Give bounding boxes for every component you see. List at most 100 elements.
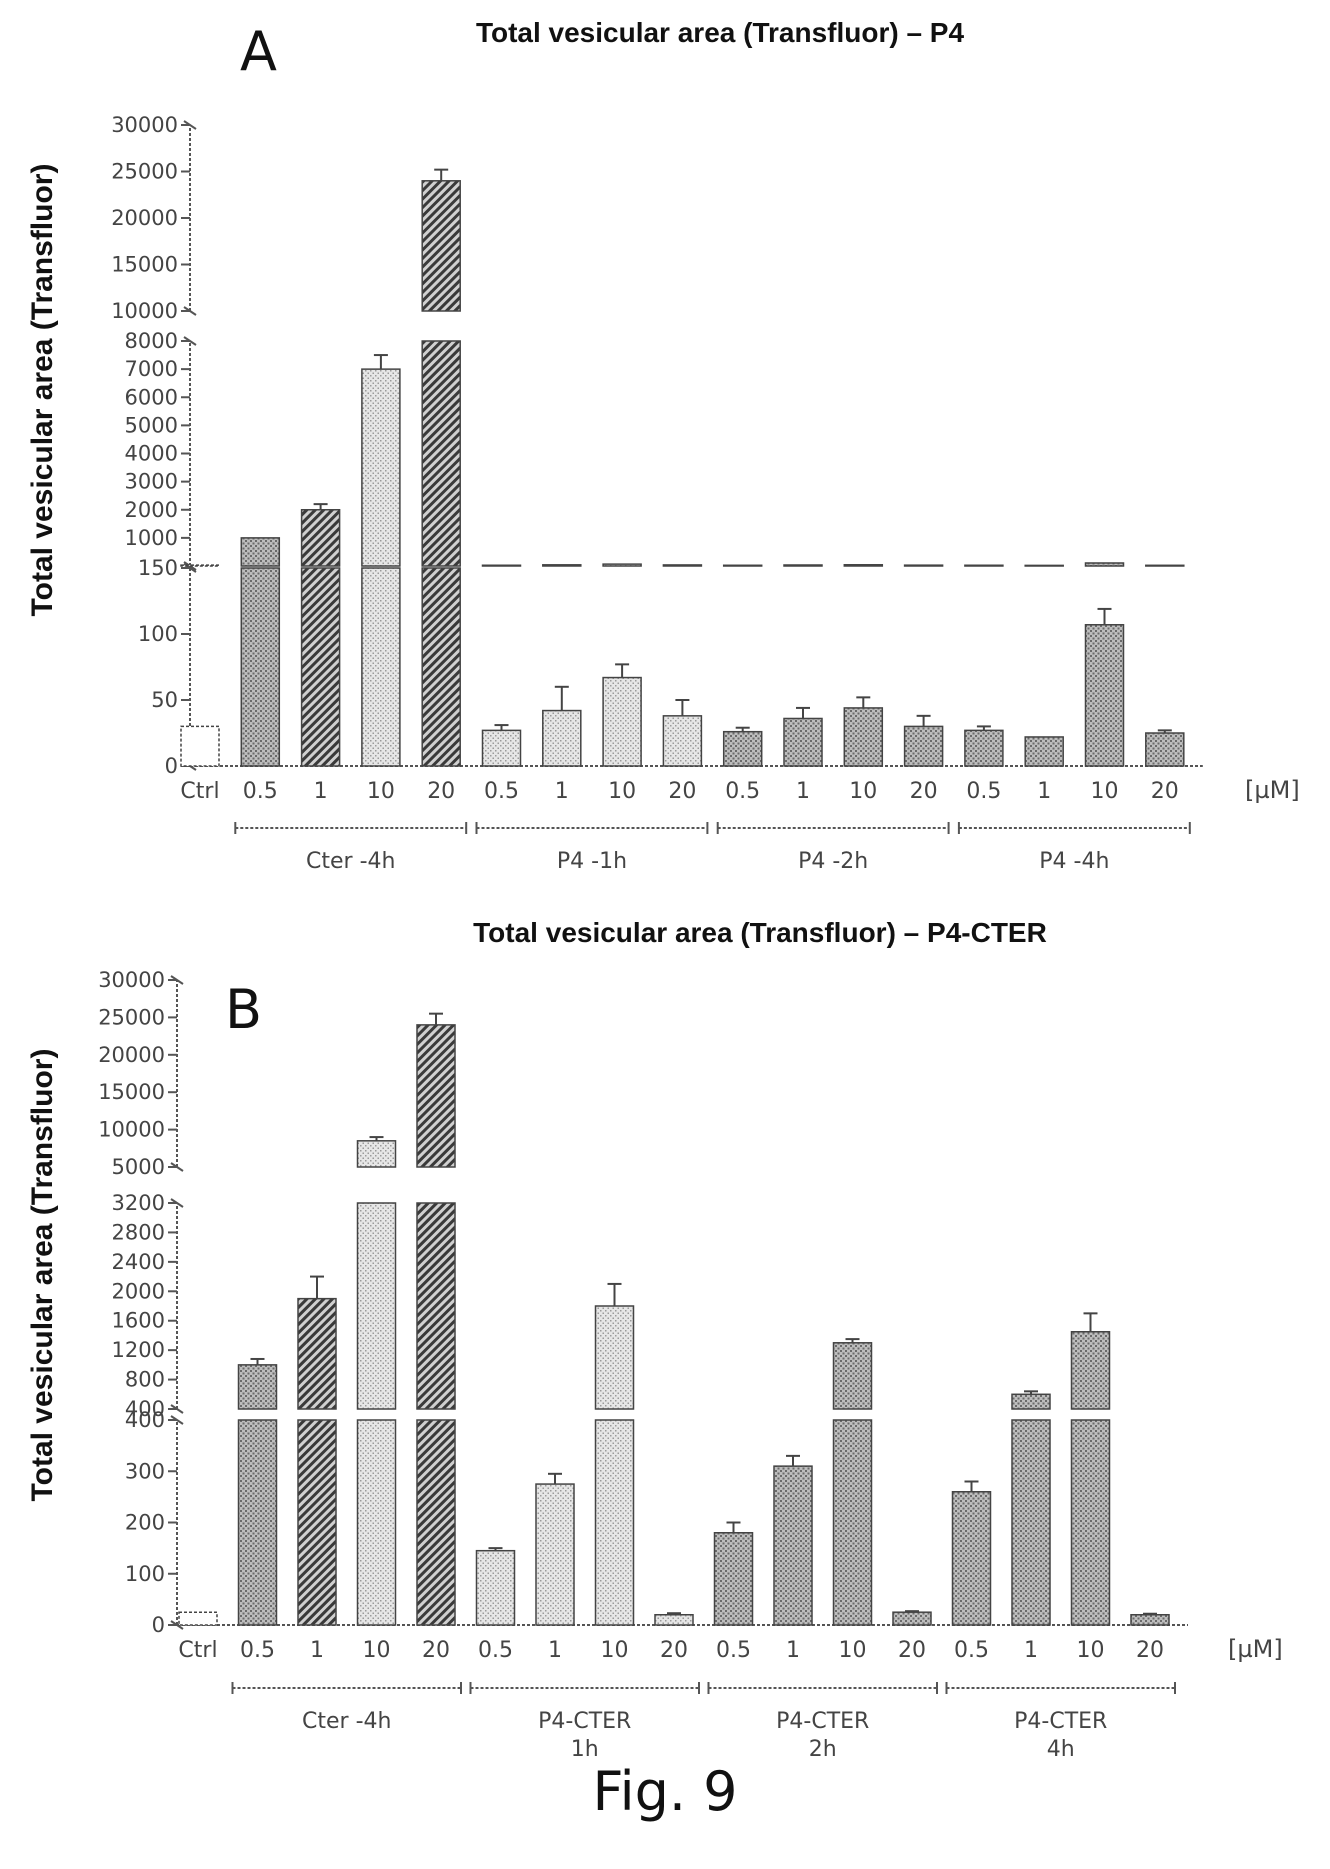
chart-b-group-label: 2h (809, 1737, 837, 1762)
chart-b-x-tick-label: 0.5 (240, 1638, 275, 1663)
chart-a-bar (240, 567, 281, 767)
chart-a-y-axis-label: Total vesicular area (Transfluor) (26, 164, 59, 617)
chart-a-y-tick-label: 15000 (111, 253, 178, 277)
chart-b-y-tick-label: 800 (125, 1368, 165, 1392)
chart-a-bar (1084, 624, 1125, 767)
chart-b-title: Total vesicular area (Transfluor) – P4-C… (473, 917, 1047, 948)
chart-b-y-tick-label: 100 (125, 1562, 165, 1586)
chart-b-group-label: 4h (1047, 1737, 1075, 1762)
chart-a-bar (783, 717, 823, 767)
chart-b-x-tick-label: 0.5 (716, 1638, 751, 1663)
chart-b-bar (416, 1024, 456, 1168)
chart-a-y-tick-label: 50 (151, 688, 178, 712)
chart-a-bar (843, 707, 884, 767)
chart-b-y-tick-label: 300 (125, 1459, 165, 1483)
chart-b-group-label: Cter -4h (302, 1709, 391, 1734)
chart-b-y-tick-label: 5000 (112, 1155, 165, 1179)
chart-b-bar (1070, 1331, 1111, 1410)
chart-b-group-label: P4-CTER (538, 1709, 631, 1734)
chart-a-bar (481, 564, 522, 567)
chart-b-bar (832, 1342, 873, 1410)
chart-a-x-tick-label: 10 (1091, 779, 1119, 804)
chart-a-x-tick-label: 20 (1151, 779, 1179, 804)
chart-b-bar (416, 1419, 456, 1626)
chart-a-x-tick-label: 0.5 (966, 779, 1001, 804)
chart-b-x-tick-label: 20 (660, 1638, 688, 1663)
chart-b-bar (1011, 1419, 1051, 1626)
chart-a-group-label: P4 -2h (798, 849, 868, 874)
chart-b-bar (356, 1419, 397, 1626)
chart-b-y-tick-label: 400 (125, 1397, 165, 1421)
chart-b-x-tick-label: 10 (839, 1638, 867, 1663)
chart-a-bar (722, 730, 763, 767)
chart-b-bar (713, 1532, 754, 1626)
chart-a-group-label: Cter -4h (306, 849, 395, 874)
chart-a-bar (240, 537, 281, 567)
chart-b-y-tick-label: 200 (125, 1511, 165, 1535)
chart-a-y-tick-label: 4000 (125, 442, 178, 466)
chart-b-bar (832, 1419, 873, 1626)
chart-a-bar (602, 676, 642, 767)
chart-b-x-tick-label: 10 (363, 1638, 391, 1663)
chart-b-x-tick-label: 10 (1077, 1638, 1105, 1663)
chart-b-y-tick-label: 1600 (112, 1309, 165, 1333)
chart-a-bar (843, 564, 884, 567)
chart-a-y-tick-label: 6000 (125, 385, 178, 409)
chart-a-y-tick-label: 1000 (125, 526, 178, 550)
chart-a-bar (180, 725, 220, 767)
chart-b-bar (475, 1549, 516, 1626)
chart-a-bar (300, 567, 341, 767)
chart-a-bar (783, 564, 823, 567)
chart-b-unit-label: [µM] (1228, 1635, 1283, 1663)
chart-b-bar (1070, 1419, 1111, 1626)
chart-a-unit-label: [µM] (1245, 776, 1300, 804)
chart-a-y-tick-label: 20000 (111, 206, 178, 230)
chart-b-y-tick-label: 400 (125, 1408, 165, 1432)
chart-a-x-tick-label: 1 (1037, 779, 1051, 804)
chart-a-x-tick-label: 1 (314, 779, 328, 804)
chart-a-bar (602, 563, 642, 567)
chart-b-x-tick-label: Ctrl (178, 1638, 217, 1663)
chart-a-x-tick-label: 0.5 (484, 779, 519, 804)
chart-b-y-tick-label: 3200 (112, 1191, 165, 1215)
chart-b-y-tick-label: 20000 (98, 1043, 165, 1067)
chart-a-x-tick-label: 10 (849, 779, 877, 804)
chart-b-panel-letter: B (225, 978, 262, 1041)
chart-b-bar (1130, 1614, 1170, 1626)
chart-a-bar (964, 564, 1004, 567)
chart-b-y-tick-label: 15000 (98, 1080, 165, 1104)
chart-b-x-tick-label: 20 (898, 1638, 926, 1663)
chart-b-y-tick-label: 25000 (98, 1005, 165, 1029)
chart-a-bar (1145, 732, 1185, 767)
chart-b-y-tick-label: 2000 (112, 1279, 165, 1303)
chart-b-bar (1011, 1393, 1051, 1410)
chart-a-y-tick-label: 3000 (125, 470, 178, 494)
chart-a-bar (722, 564, 763, 567)
chart-b-y-axis-label: Total vesicular area (Transfluor) (26, 1049, 59, 1502)
chart-b-bar (654, 1614, 694, 1626)
chart-a-y-tick-label: 150 (138, 556, 178, 580)
chart-a-bar (1024, 564, 1064, 567)
chart-a-y-tick-label: 8000 (125, 329, 178, 353)
chart-a-y-tick-label: 25000 (111, 160, 178, 184)
chart-b-bar (237, 1419, 278, 1626)
chart-b-group-label: P4-CTER (1014, 1709, 1107, 1734)
chart-b-group-label: 1h (571, 1737, 599, 1762)
chart-a-bar (662, 715, 703, 767)
chart-b-y-tick-label: 0 (152, 1613, 165, 1637)
chart-a-bar (180, 564, 220, 567)
chart-a-panel-letter: A (240, 20, 277, 83)
chart-b-x-tick-label: 0.5 (954, 1638, 989, 1663)
chart-a-bar (361, 567, 401, 767)
chart-b-bar (178, 1611, 218, 1626)
chart-a-bar (481, 729, 522, 767)
chart-a-x-tick-label: 20 (427, 779, 455, 804)
chart-b-y-tick-label: 10000 (98, 1118, 165, 1142)
chart-b-y-tick-label: 30000 (98, 968, 165, 992)
chart-b-x-tick-label: 10 (601, 1638, 629, 1663)
chart-b-x-tick-label: 1 (1024, 1638, 1038, 1663)
chart-b-x-tick-label: 1 (786, 1638, 800, 1663)
chart-a-y-tick-label: 10000 (111, 299, 178, 323)
chart-a-group-label: P4 -1h (557, 849, 627, 874)
